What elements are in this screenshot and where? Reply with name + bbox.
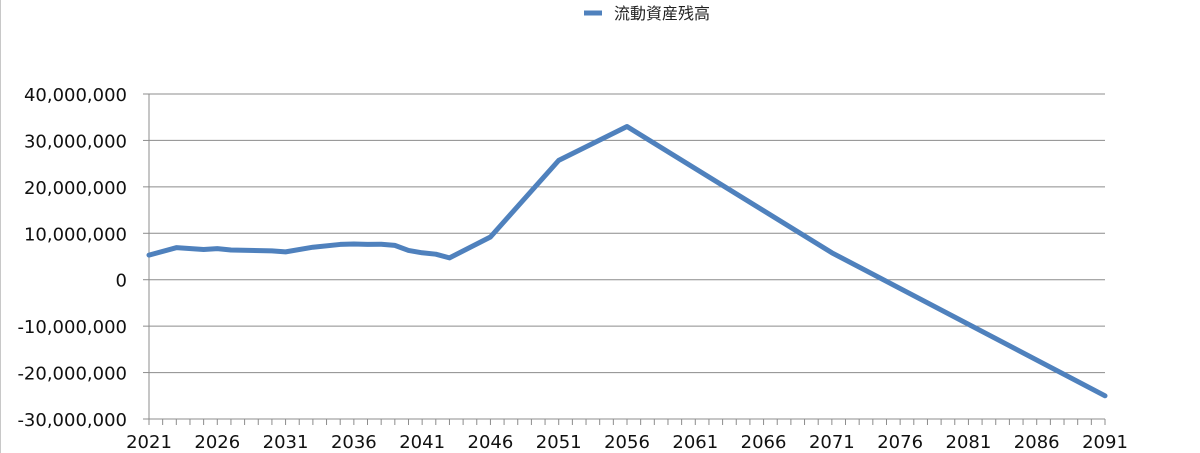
- x-tick-label: 2026: [194, 432, 240, 453]
- x-tick-label: 2071: [809, 432, 855, 453]
- x-tick-label: 2021: [126, 432, 172, 453]
- y-tick-label: 10,000,000: [24, 224, 127, 245]
- x-tick-label: 2056: [604, 432, 650, 453]
- axes: [143, 93, 1106, 425]
- x-tick-label: 2051: [536, 432, 582, 453]
- y-tick-label: -30,000,000: [17, 410, 127, 431]
- y-tick-label: -10,000,000: [17, 317, 127, 338]
- y-tick-label: -20,000,000: [17, 364, 127, 385]
- gridlines: [149, 93, 1105, 420]
- y-tick-label: 30,000,000: [24, 131, 127, 152]
- y-tick-label: 20,000,000: [24, 178, 127, 199]
- y-tick-label: 40,000,000: [24, 85, 127, 106]
- series-line: [146, 124, 1108, 399]
- y-axis-tick-labels: 40,000,000 30,000,000 20,000,000 10,000,000…: [17, 85, 127, 431]
- x-tick-label: 2041: [399, 432, 445, 453]
- x-tick-label: 2031: [263, 432, 309, 453]
- series-layer: [146, 124, 1108, 399]
- x-tick-label: 2081: [946, 432, 992, 453]
- x-tick-label: 2091: [1082, 432, 1128, 453]
- x-tick-label: 2086: [1014, 432, 1060, 453]
- y-tick-label: 0: [116, 271, 127, 292]
- legend-label: 流動資産残高: [614, 4, 710, 23]
- x-tick-label: 2061: [672, 432, 718, 453]
- x-tick-label: 2046: [468, 432, 514, 453]
- x-tick-label: 2076: [877, 432, 923, 453]
- x-tick-label: 2066: [741, 432, 787, 453]
- legend: 流動資産残高: [584, 4, 710, 23]
- x-tick-label: 2036: [331, 432, 377, 453]
- x-axis-tick-labels: 2021 2026 2031 2036 2041 2046 2051 2056 2061 2066…: [126, 432, 1128, 453]
